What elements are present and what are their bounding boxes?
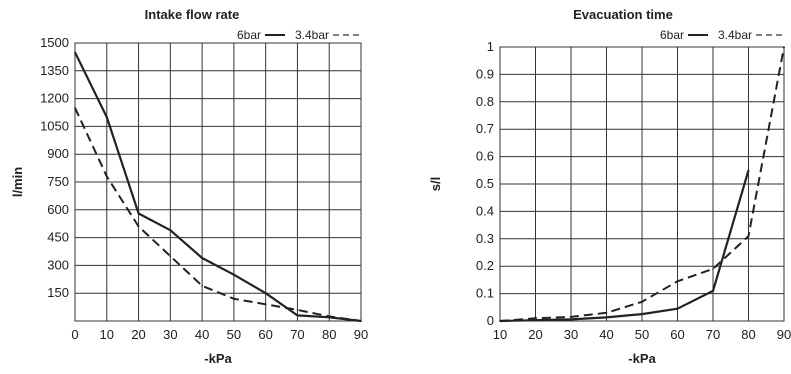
data-point-6bar: [169, 229, 172, 231]
data-point-3.4bar: [296, 309, 299, 311]
chart-1: Intake flow rate 3.4bar 6bar 0 10 20 30 40 50 60 7…: [10, 7, 368, 366]
data-point-6bar: [747, 169, 750, 172]
legend: 3.4bar 6bar: [237, 28, 361, 42]
x-tick-label: 50: [227, 327, 241, 342]
data-point-3.4bar: [201, 284, 203, 287]
data-point-6bar: [137, 212, 140, 215]
data-point-3.4bar: [712, 268, 714, 270]
y-tick-label: 0.7: [476, 121, 494, 136]
series-line-6bar: [74, 51, 362, 323]
chart-title: Intake flow rate: [145, 7, 240, 22]
y-tick-label: 1200: [40, 91, 69, 106]
y-tick-label: 600: [47, 202, 69, 217]
x-tick-label: 40: [195, 327, 209, 342]
x-tick-label: 0: [71, 327, 78, 342]
data-point-6bar: [605, 316, 608, 319]
data-point-3.4bar: [499, 320, 501, 322]
legend-label: 3.4bar: [295, 28, 329, 42]
x-axis-label: -kPa: [628, 351, 656, 366]
x-tick-label: 80: [741, 327, 755, 342]
y-tick-label: 0.5: [476, 176, 494, 191]
legend-label: 6bar: [237, 28, 261, 42]
y-tick-label: 1050: [40, 118, 69, 133]
data-point-6bar: [296, 314, 299, 317]
x-tick-label: 70: [706, 327, 720, 342]
series-line-3.4bar: [74, 107, 362, 322]
y-tick-label: 300: [47, 257, 69, 272]
data-point-3.4bar: [605, 311, 608, 314]
data-point-3.4bar: [74, 107, 76, 109]
data-point-6bar: [201, 257, 203, 259]
data-point-3.4bar: [534, 317, 537, 320]
y-tick-label: 900: [47, 146, 69, 161]
data-point-6bar: [105, 116, 108, 118]
data-point-3.4bar: [641, 301, 643, 303]
x-tick-label: 40: [599, 327, 613, 342]
data-point-6bar: [534, 319, 537, 321]
x-tick-label: 30: [564, 327, 578, 342]
data-point-6bar: [712, 290, 714, 292]
data-point-6bar: [641, 313, 643, 315]
data-point-3.4bar: [747, 235, 750, 237]
x-tick-label: 10: [100, 327, 114, 342]
data-point-6bar: [74, 51, 76, 54]
y-tick-label: 150: [47, 285, 69, 300]
y-axis-label: l/min: [10, 167, 25, 197]
y-tick-label: 0.3: [476, 231, 494, 246]
y-tick-label: 450: [47, 230, 69, 245]
grid: [499, 46, 785, 322]
data-point-3.4bar: [137, 225, 140, 228]
x-tick-label: 10: [493, 327, 507, 342]
x-tick-label: 60: [258, 327, 272, 342]
legend: 3.4bar 6bar: [660, 28, 784, 42]
series-line-6bar: [499, 169, 750, 323]
y-tick-label: 0.6: [476, 149, 494, 164]
y-tick-label: 1500: [40, 35, 69, 50]
plot-frame: [499, 46, 785, 322]
x-tick-label: 60: [670, 327, 684, 342]
x-tick-label: 20: [131, 327, 145, 342]
plot-frame: [74, 42, 362, 322]
data-point-6bar: [264, 292, 267, 295]
x-axis-label: -kPa: [204, 351, 232, 366]
grid: [74, 42, 362, 321]
data-point-6bar: [676, 307, 679, 310]
y-tick-label: 750: [47, 174, 69, 189]
x-tick-label: 70: [290, 327, 304, 342]
data-point-3.4bar: [676, 280, 679, 283]
y-tick-label: 0.1: [476, 286, 494, 301]
legend-label: 6bar: [660, 28, 684, 42]
x-tick-label: 90: [777, 327, 791, 342]
x-tick-label: 80: [322, 327, 336, 342]
x-tick-label: 30: [163, 327, 177, 342]
y-tick-label: 0.9: [476, 66, 494, 81]
data-point-3.4bar: [360, 320, 362, 322]
data-point-6bar: [233, 273, 235, 276]
data-point-3.4bar: [105, 175, 108, 178]
data-point-3.4bar: [264, 303, 267, 306]
data-point-3.4bar: [169, 255, 172, 257]
y-tick-label: 1: [487, 39, 494, 54]
y-tick-label: 1350: [40, 63, 69, 78]
y-axis-label: s/l: [428, 177, 443, 191]
chart-title: Evacuation time: [573, 7, 673, 22]
data-point-3.4bar: [783, 46, 785, 48]
data-point-3.4bar: [328, 315, 331, 318]
y-tick-label: 0.4: [476, 203, 494, 218]
data-point-6bar: [570, 318, 572, 321]
x-tick-label: 50: [635, 327, 649, 342]
x-tick-label: 90: [354, 327, 368, 342]
data-point-3.4bar: [570, 316, 572, 318]
y-tick-label: 0.2: [476, 258, 494, 273]
legend-label: 3.4bar: [718, 28, 752, 42]
y-tick-label: 0: [487, 313, 494, 328]
data-point-3.4bar: [233, 297, 235, 300]
y-tick-label: 0.8: [476, 94, 494, 109]
x-tick-label: 20: [528, 327, 542, 342]
